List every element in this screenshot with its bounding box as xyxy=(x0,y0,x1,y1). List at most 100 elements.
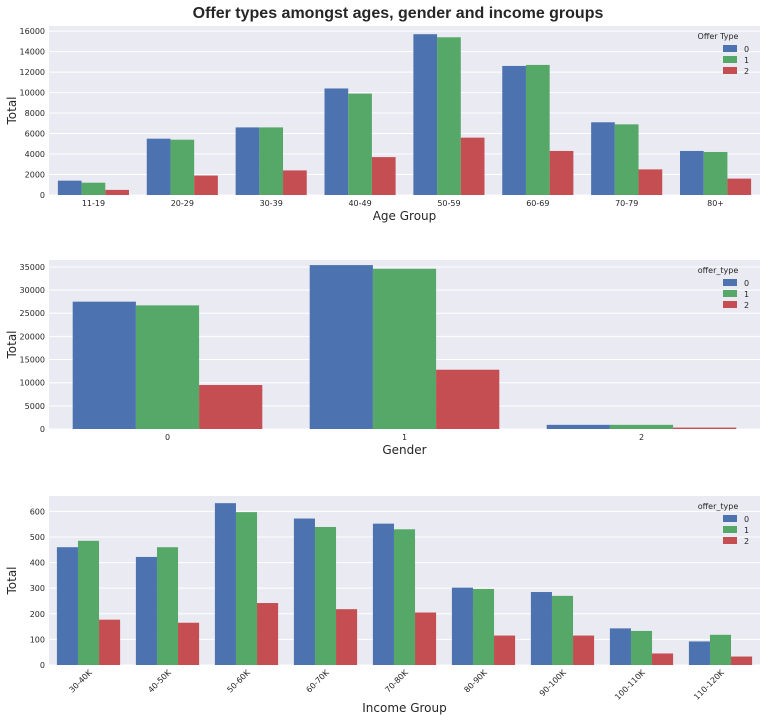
bar-90-100K-type-0 xyxy=(530,592,552,665)
bar-80-90K-type-0 xyxy=(451,587,473,665)
y-tick-label: 30000 xyxy=(20,286,45,295)
chart-panel-1: 0 5000 10000 15000 20000 25000 30000 35000 0 1 2 Ge… xyxy=(5,260,760,457)
y-tick-label: 100 xyxy=(30,635,45,644)
bar-0-type-0 xyxy=(72,301,136,429)
bar-30-40K-type-1 xyxy=(77,540,100,665)
legend-label: 0 xyxy=(744,45,749,54)
legend: Offer Type 0 1 2 xyxy=(698,32,750,76)
bar-80-90K-type-2 xyxy=(494,635,516,665)
bar-110-120K-type-1 xyxy=(709,634,732,665)
bar-1-type-1 xyxy=(372,268,437,429)
legend-swatch-1 xyxy=(723,56,737,63)
bar-70-80K-type-1 xyxy=(393,529,416,665)
bar-100-110K-type-1 xyxy=(630,630,653,665)
y-axis-label: Total xyxy=(5,566,19,595)
x-tick-label: 1 xyxy=(402,433,407,442)
bar-0-type-1 xyxy=(135,305,200,429)
y-tick-label: 20000 xyxy=(20,332,45,341)
y-tick-label: 600 xyxy=(30,507,45,516)
y-axis-label: Total xyxy=(5,330,19,359)
bar-80+-type-1 xyxy=(703,151,728,195)
x-axis-label: Age Group xyxy=(373,209,437,223)
y-tick-label: 6000 xyxy=(25,130,45,139)
bar-1-type-2 xyxy=(436,369,500,429)
bar-50-59-type-1 xyxy=(437,37,461,196)
bar-40-49-type-1 xyxy=(348,93,372,195)
bar-60-69-type-1 xyxy=(525,64,550,196)
x-tick-label: 80+ xyxy=(707,199,724,208)
x-tick-label: 11-19 xyxy=(82,199,105,208)
y-tick-label: 12000 xyxy=(20,68,45,77)
bar-20-29-type-0 xyxy=(146,138,171,195)
y-tick-label: 4000 xyxy=(25,150,45,159)
bar-50-60K-type-1 xyxy=(235,512,258,665)
legend-swatch-1 xyxy=(723,290,737,297)
bar-80+-type-2 xyxy=(727,178,752,195)
figure-title: Offer types amongst ages, gender and inc… xyxy=(193,5,604,22)
bar-50-60K-type-0 xyxy=(214,503,236,665)
bar-20-29-type-1 xyxy=(170,139,195,195)
x-tick-label: 110-120K xyxy=(692,668,726,702)
legend: offer_type 0 1 2 xyxy=(698,502,749,546)
y-tick-label: 200 xyxy=(30,610,45,619)
y-tick-label: 25000 xyxy=(20,309,45,318)
x-tick-label: 90-100K xyxy=(538,668,569,699)
bar-90-100K-type-1 xyxy=(551,595,574,665)
legend-label: 0 xyxy=(744,279,749,288)
chart-panel-2: 0 100 200 300 400 500 600 30-40K 40-50K 50-60K 60-… xyxy=(5,496,760,715)
legend-swatch-0 xyxy=(723,279,737,286)
bar-60-70K-type-2 xyxy=(336,609,358,665)
y-tick-label: 15000 xyxy=(20,356,45,365)
bar-60-70K-type-0 xyxy=(293,518,315,665)
bar-60-70K-type-1 xyxy=(314,526,337,665)
y-tick-label: 0 xyxy=(40,425,45,434)
bar-70-80K-type-0 xyxy=(372,523,394,665)
bar-40-50K-type-1 xyxy=(156,547,179,665)
y-tick-label: 2000 xyxy=(25,171,45,180)
x-tick-label: 40-50K xyxy=(146,668,173,695)
y-tick-label: 300 xyxy=(30,584,45,593)
bar-2-type-2 xyxy=(673,427,737,429)
bar-70-79-type-0 xyxy=(591,122,615,195)
y-tick-label: 35000 xyxy=(20,263,45,272)
legend-title: offer_type xyxy=(698,266,739,275)
y-tick-label: 10000 xyxy=(20,379,45,388)
legend-swatch-2 xyxy=(723,301,737,308)
bar-60-69-type-2 xyxy=(549,150,574,195)
x-tick-label: 70-79 xyxy=(615,199,638,208)
x-tick-label: 50-59 xyxy=(437,199,460,208)
bar-100-110K-type-2 xyxy=(652,653,674,665)
legend-label: 1 xyxy=(744,56,749,65)
x-tick-label: 60-69 xyxy=(526,199,549,208)
y-tick-label: 0 xyxy=(40,191,45,200)
x-tick-label: 20-29 xyxy=(171,199,194,208)
legend-swatch-0 xyxy=(723,515,737,522)
legend-label: 2 xyxy=(744,301,749,310)
x-tick-label: 40-49 xyxy=(348,199,371,208)
bar-30-39-type-0 xyxy=(235,127,260,195)
y-tick-label: 8000 xyxy=(25,109,45,118)
x-tick-label: 0 xyxy=(165,433,170,442)
bar-11-19-type-1 xyxy=(81,182,106,195)
bar-50-59-type-0 xyxy=(413,34,438,195)
legend-label: 1 xyxy=(744,290,749,299)
legend-label: 1 xyxy=(744,526,749,535)
bar-100-110K-type-0 xyxy=(609,628,631,665)
y-tick-label: 16000 xyxy=(20,27,45,36)
bar-50-60K-type-2 xyxy=(257,603,279,665)
y-tick-label: 5000 xyxy=(25,402,45,411)
bar-110-120K-type-0 xyxy=(688,641,710,665)
bar-1-type-0 xyxy=(309,265,373,429)
bar-0-type-2 xyxy=(199,385,263,429)
bar-30-40K-type-0 xyxy=(56,547,78,665)
legend-swatch-2 xyxy=(723,67,737,74)
bar-40-50K-type-2 xyxy=(178,622,200,665)
x-tick-label: 30-40K xyxy=(67,668,94,695)
legend-label: 2 xyxy=(744,537,749,546)
bar-2-type-0 xyxy=(546,424,610,429)
y-tick-label: 10000 xyxy=(20,89,45,98)
bar-110-120K-type-2 xyxy=(731,656,753,665)
bar-80+-type-0 xyxy=(680,150,704,195)
legend-swatch-0 xyxy=(723,45,737,52)
